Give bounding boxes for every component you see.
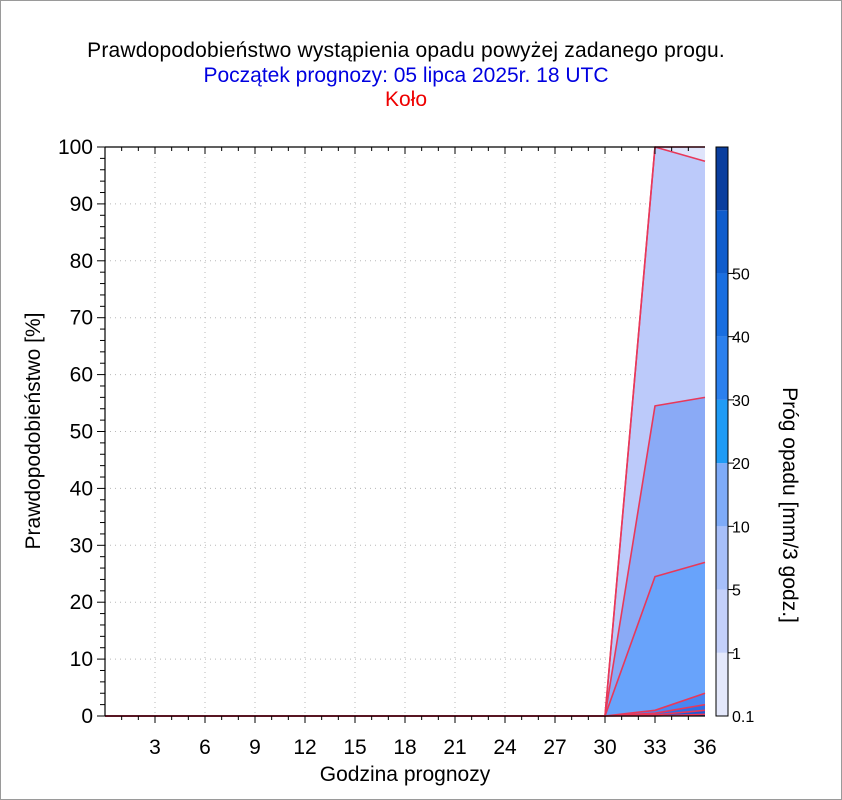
y-axis-ticks: 0 10 20 30 40 50 60 70 80 90 100 bbox=[58, 136, 105, 728]
x-tick-label-3: 3 bbox=[149, 736, 161, 759]
colorbar-label-30: 30 bbox=[732, 393, 750, 410]
x-tick-label-33: 33 bbox=[643, 736, 666, 759]
chart-title: Prawdopodobieństwo wystąpienia opadu pow… bbox=[87, 39, 725, 62]
x-axis-label: Godzina prognozy bbox=[320, 763, 491, 786]
location-label: Koło bbox=[384, 88, 428, 111]
y-tick-label-70: 70 bbox=[70, 307, 93, 330]
forecast-start-subtitle: Początek prognozy: 05 lipca 2025r. 18 UT… bbox=[203, 64, 609, 87]
colorbar-label-10: 10 bbox=[732, 519, 750, 536]
colorbar-label-1: 1 bbox=[732, 646, 741, 663]
y-axis-label: Prawdopodobieństwo [%] bbox=[22, 313, 45, 550]
y-tick-label-90: 90 bbox=[70, 193, 93, 216]
x-tick-label-21: 21 bbox=[443, 736, 466, 759]
colorbar-label-40: 40 bbox=[732, 330, 750, 347]
y-tick-label-80: 80 bbox=[70, 250, 93, 273]
x-tick-label-18: 18 bbox=[393, 736, 416, 759]
y-tick-label-50: 50 bbox=[70, 421, 93, 444]
colorbar-segment-7 bbox=[716, 210, 728, 274]
colorbar-segment-3 bbox=[716, 463, 728, 527]
colorbar-segment-0 bbox=[716, 652, 728, 716]
x-tick-label-15: 15 bbox=[343, 736, 366, 759]
colorbar-segment-5 bbox=[716, 336, 728, 400]
colorbar-label-20: 20 bbox=[732, 456, 750, 473]
colorbar-label-0.1: 0.1 bbox=[732, 709, 754, 726]
colorbar-segment-1 bbox=[716, 589, 728, 653]
x-tick-label-27: 27 bbox=[543, 736, 566, 759]
y-tick-label-10: 10 bbox=[70, 648, 93, 671]
colorbar-segment-2 bbox=[716, 526, 728, 590]
colorbar-border bbox=[715, 146, 729, 717]
grid-lines bbox=[105, 147, 705, 716]
colorbar-label: Próg opadu [mm/3 godz.] bbox=[778, 387, 801, 623]
y-tick-label-40: 40 bbox=[70, 477, 93, 500]
title-block: Prawdopodobieństwo wystąpienia opadu pow… bbox=[0, 38, 812, 112]
threshold-colorbar: 0.1 1 5 10 20 30 40 50 bbox=[715, 146, 754, 726]
y-tick-label-30: 30 bbox=[70, 534, 93, 557]
colorbar-label-50: 50 bbox=[732, 266, 750, 283]
y-tick-label-0: 0 bbox=[81, 705, 93, 728]
x-tick-label-12: 12 bbox=[293, 736, 316, 759]
x-axis-ticks: 3 6 9 12 15 18 21 24 27 30 33 36 bbox=[121, 147, 717, 759]
x-tick-label-30: 30 bbox=[593, 736, 616, 759]
x-tick-label-36: 36 bbox=[693, 736, 716, 759]
area-threshold-10 bbox=[105, 562, 705, 716]
colorbar-label-5: 5 bbox=[732, 583, 741, 600]
x-tick-label-6: 6 bbox=[199, 736, 211, 759]
y-tick-label-20: 20 bbox=[70, 591, 93, 614]
y-tick-label-100: 100 bbox=[58, 136, 93, 159]
x-tick-label-24: 24 bbox=[493, 736, 517, 759]
colorbar-segment-8 bbox=[716, 147, 728, 211]
colorbar-segment-6 bbox=[716, 273, 728, 337]
x-tick-label-9: 9 bbox=[249, 736, 261, 759]
y-tick-label-60: 60 bbox=[70, 364, 93, 387]
colorbar-segment-4 bbox=[716, 399, 728, 464]
